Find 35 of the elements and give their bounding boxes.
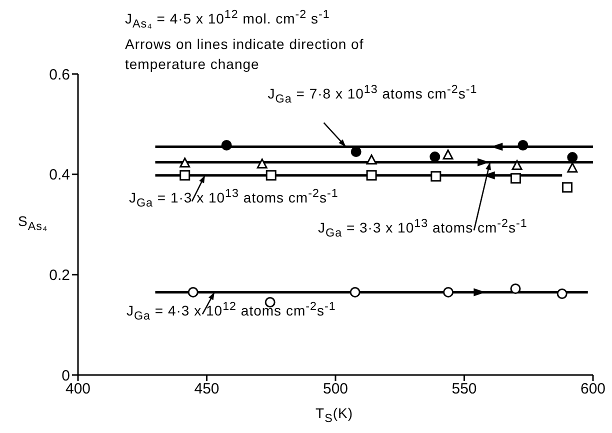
point [266,170,276,181]
point [256,158,268,169]
annotation: J$_{Ga}$ = 4·3 x 10$^{12}$ atoms cm$^{-2}$s$^{-1}$ [126,300,336,323]
point [350,146,362,158]
chart-subtitle: Arrows on lines indicate direction of temperature change [125,35,365,74]
point [180,170,190,181]
point [510,173,521,184]
point [350,286,360,298]
point [512,160,522,170]
point [430,171,442,182]
point [562,182,572,193]
point [221,140,232,150]
point [518,140,528,150]
x-axis-title: T$_{S}$(K) [316,405,354,425]
x-tick-label: 600 [580,380,606,398]
annotation: J$_{Ga}$ = 3·3 x 10$^{13}$ atoms cm$^{-2}$s$^{-1}$ [318,217,528,240]
point [567,162,578,173]
x-tick-label: 450 [194,380,220,398]
y-tick-label: 0.4 [49,166,70,184]
y-tick-label: 0.2 [49,266,70,284]
point [430,152,440,162]
point [366,170,377,181]
point [180,158,190,168]
y-tick-label: 0.6 [49,66,70,84]
annotation: J$_{Ga}$ = 7·8 x 10$^{13}$ atoms cm$^{-2}$s$^{-1}$ [268,82,478,106]
chart-title: J$_{As₄}$ = 4·5 x 10$^{12}$ mol. cm$^{-2}$ s$^{-1}$ [125,8,330,30]
point [366,154,377,165]
x-tick-label: 550 [452,380,477,398]
annotation: J$_{Ga}$ = 1·3 x 10$^{13}$ atoms cm$^{-2}$s$^{-1}$ [128,187,338,210]
point [443,286,454,298]
y-axis-title: S$_{As₄}$ [18,212,48,232]
x-tick-label: 500 [322,380,348,398]
point [188,286,198,298]
point [556,288,568,299]
point [442,150,454,160]
